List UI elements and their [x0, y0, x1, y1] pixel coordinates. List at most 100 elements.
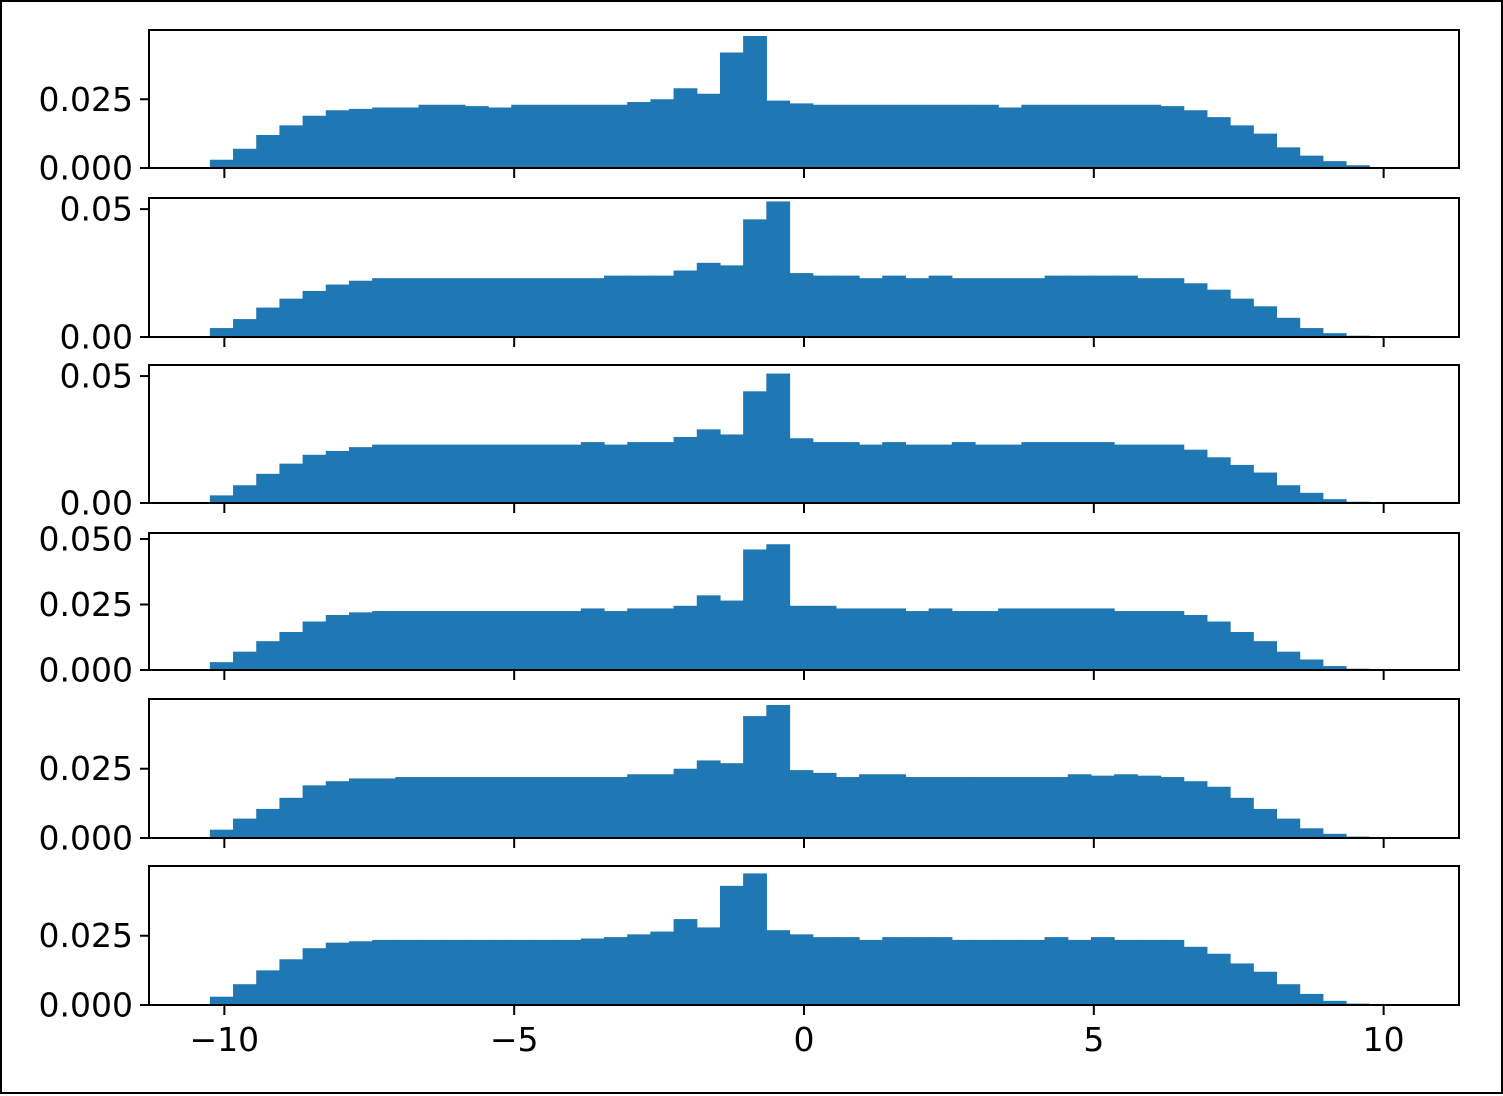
- histogram-bar: [1044, 777, 1069, 838]
- histogram-bar: [696, 760, 721, 838]
- histogram-bar: [488, 444, 512, 503]
- histogram-bar: [1345, 165, 1370, 168]
- histogram-bar: [928, 275, 953, 337]
- histogram-bar: [859, 774, 883, 838]
- histogram-bar: [719, 885, 744, 1005]
- histogram-bar: [1021, 442, 1046, 503]
- histogram-bar: [627, 442, 651, 503]
- histogram-bar: [928, 444, 953, 503]
- histogram-bar: [580, 278, 605, 337]
- histogram-bar: [279, 463, 304, 503]
- histogram-bar: [766, 705, 791, 838]
- histogram-bar: [441, 278, 466, 337]
- histogram-bar: [580, 777, 605, 838]
- histogram-bar: [256, 473, 281, 503]
- histogram-panel-2: 0.00 0.05: [60, 190, 1460, 357]
- histogram-bar: [1137, 611, 1162, 670]
- histogram-panel-6: 0.000 0.025 −10 −5 0 5 10: [39, 865, 1460, 1059]
- y-tick-label: 0.000: [39, 651, 133, 690]
- y-tick-label: 0.050: [39, 520, 133, 559]
- histogram-bar: [488, 107, 512, 168]
- histogram-bar: [1230, 963, 1254, 1005]
- histogram-bar: [859, 104, 883, 168]
- y-tick-label: 0.000: [39, 149, 133, 188]
- histogram-bar: [372, 107, 396, 168]
- histogram-bar: [743, 716, 767, 838]
- histogram-bar: [372, 778, 396, 838]
- histogram-bar: [835, 937, 860, 1005]
- histogram-bar: [395, 107, 420, 168]
- histogram-bar: [1322, 1000, 1347, 1005]
- histogram-bar: [1183, 283, 1208, 337]
- histogram-bar: [905, 937, 930, 1005]
- y-tick-label: 0.025: [39, 916, 133, 955]
- histogram-bar: [580, 608, 605, 670]
- histogram-bar: [1206, 117, 1231, 169]
- histogram-bar: [975, 444, 999, 503]
- histogram-bar: [209, 829, 234, 838]
- histogram-bar: [1137, 775, 1162, 838]
- histogram-bar: [604, 104, 628, 168]
- histogram-bar: [557, 939, 582, 1005]
- histogram-bar: [372, 278, 396, 337]
- y-tick-label: 0.05: [60, 190, 133, 229]
- histogram-bar: [812, 104, 837, 168]
- histogram-bar: [766, 373, 791, 503]
- x-tick-label: 5: [1083, 1020, 1104, 1059]
- histogram-bar: [1160, 106, 1185, 169]
- histogram-bar: [1253, 306, 1278, 337]
- histogram-bar: [1206, 289, 1231, 337]
- histogram-bar: [1276, 317, 1301, 337]
- histogram-bar: [1276, 651, 1301, 670]
- histogram-bar: [812, 937, 837, 1005]
- histogram-bar: [325, 110, 350, 168]
- histogram-bar: [1253, 808, 1278, 838]
- histogram-bar: [928, 937, 953, 1005]
- histogram-bar: [1044, 937, 1069, 1005]
- histogram-bar: [835, 104, 860, 168]
- y-tick-label: 0.025: [39, 585, 133, 624]
- histogram-bar: [951, 939, 976, 1005]
- histogram-bar: [1090, 608, 1115, 670]
- histogram-bar: [882, 104, 907, 168]
- histogram-bar: [441, 444, 466, 503]
- y-tick-label: 0.025: [39, 749, 133, 788]
- histogram-bar: [835, 777, 860, 838]
- histogram-bar: [928, 777, 953, 838]
- histogram-bar: [882, 937, 907, 1005]
- histogram-bar: [256, 307, 281, 337]
- histogram-bar: [1067, 939, 1092, 1005]
- histogram-bar: [905, 104, 930, 168]
- histogram-bar: [859, 278, 883, 337]
- histogram-bar: [789, 934, 814, 1005]
- histogram-bar: [1044, 608, 1069, 670]
- histogram-bar: [1230, 632, 1254, 670]
- histogram-bar: [1067, 442, 1092, 503]
- histogram-panel-1: 0.000 0.025: [39, 29, 1460, 188]
- histogram-bar: [534, 611, 559, 670]
- histogram-bar: [812, 772, 837, 838]
- histogram-bar: [650, 931, 675, 1005]
- histogram-bar: [604, 444, 628, 503]
- histogram-bar: [418, 777, 443, 838]
- histogram-bar: [256, 970, 281, 1005]
- histogram-bar: [975, 777, 999, 838]
- histogram-bar: [418, 444, 443, 503]
- histogram-panel-4: 0.000 0.025 0.050: [39, 520, 1460, 690]
- histogram-bar: [1206, 786, 1231, 838]
- histogram-bar: [835, 275, 860, 337]
- histogram-bar: [418, 104, 443, 168]
- histogram-bar: [650, 99, 675, 168]
- histogram-bar: [1253, 641, 1278, 670]
- histogram-bar: [488, 278, 512, 337]
- histogram-bar: [998, 107, 1022, 168]
- histogram-bar: [1137, 939, 1162, 1005]
- histogram-bar: [233, 818, 257, 838]
- histogram-bar: [348, 778, 373, 838]
- histogram-bar: [418, 278, 443, 337]
- histogram-bar: [882, 275, 907, 337]
- histogram-bar: [696, 93, 721, 168]
- histogram-bar: [1322, 333, 1347, 337]
- histogram-bar: [279, 298, 304, 337]
- histogram-bar: [279, 125, 304, 169]
